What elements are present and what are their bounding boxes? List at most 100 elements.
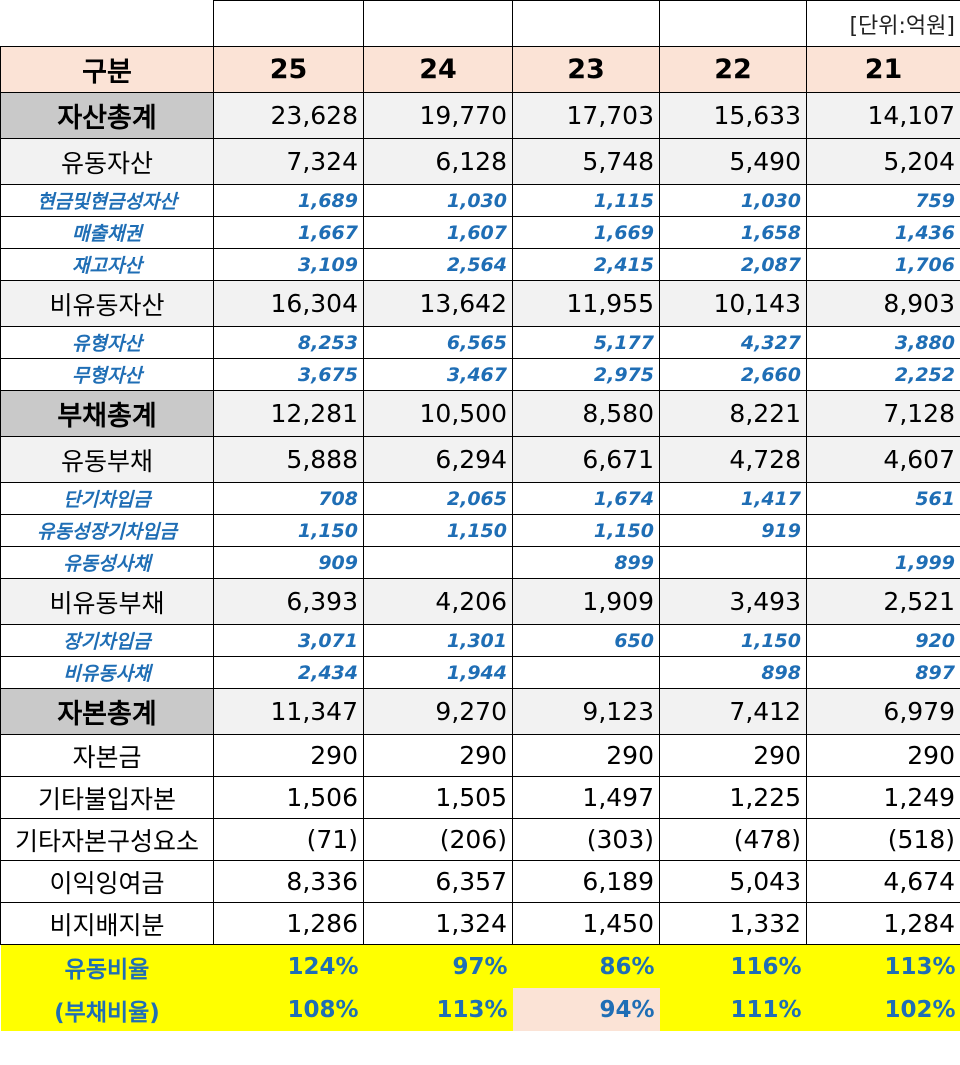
table-row: 비유동사채 2,434 1,944 898 897 — [0, 656, 960, 689]
value-cell: (478) — [659, 818, 807, 861]
value-cell: 3,109 — [213, 248, 364, 281]
value-cell: 1,286 — [213, 902, 364, 945]
value-cell: 8,580 — [512, 390, 660, 437]
row-label: 자본금 — [0, 734, 214, 777]
value-cell: 5,888 — [213, 436, 364, 483]
value-cell — [806, 514, 960, 547]
value-cell: 108% — [213, 988, 364, 1031]
row-label: 기타자본구성요소 — [0, 818, 214, 861]
value-cell: 898 — [659, 656, 807, 689]
value-cell: 1,667 — [213, 216, 364, 249]
value-cell: 11,347 — [213, 688, 364, 735]
row-label: 자본총계 — [0, 688, 214, 735]
value-cell: 1,417 — [659, 482, 807, 515]
value-cell: 5,748 — [512, 138, 660, 185]
blank-cell — [0, 0, 214, 47]
value-cell: 1,249 — [806, 776, 960, 819]
value-cell: 1,115 — [512, 184, 660, 217]
value-cell: 116% — [659, 944, 807, 988]
value-cell: 97% — [363, 944, 513, 988]
row-label: 유동성사채 — [0, 546, 214, 579]
blank-cell — [512, 0, 660, 47]
value-cell: 6,294 — [363, 436, 513, 483]
value-cell: 920 — [806, 624, 960, 657]
value-cell: 23,628 — [213, 92, 364, 139]
value-cell: 1,999 — [806, 546, 960, 579]
header-row: 구분 25 24 23 22 21 — [0, 46, 960, 93]
row-label: 유형자산 — [0, 326, 214, 359]
value-cell: 1,706 — [806, 248, 960, 281]
value-cell: 1,150 — [363, 514, 513, 547]
value-cell: 909 — [213, 546, 364, 579]
value-cell: 1,658 — [659, 216, 807, 249]
value-cell: 2,660 — [659, 358, 807, 391]
value-cell: 9,123 — [512, 688, 660, 735]
value-cell: 4,674 — [806, 860, 960, 903]
value-cell: 3,493 — [659, 578, 807, 625]
row-label: (부채비율) — [0, 988, 214, 1031]
value-cell: 1,030 — [659, 184, 807, 217]
value-cell: 290 — [363, 734, 513, 777]
value-cell: 290 — [213, 734, 364, 777]
table-row: 단기차입금 708 2,065 1,674 1,417 561 — [0, 482, 960, 515]
value-cell: 6,671 — [512, 436, 660, 483]
value-cell: 9,270 — [363, 688, 513, 735]
row-label: 유동부채 — [0, 436, 214, 483]
value-cell: (518) — [806, 818, 960, 861]
value-cell: 1,150 — [512, 514, 660, 547]
table-row: 유형자산 8,253 6,565 5,177 4,327 3,880 — [0, 326, 960, 359]
value-cell: 3,071 — [213, 624, 364, 657]
table-row: 자본총계 11,347 9,270 9,123 7,412 6,979 — [0, 688, 960, 735]
table-row: 기타자본구성요소 (71) (206) (303) (478) (518) — [0, 818, 960, 861]
table-row: 유동부채 5,888 6,294 6,671 4,728 4,607 — [0, 436, 960, 483]
value-cell: 7,412 — [659, 688, 807, 735]
value-cell: 4,728 — [659, 436, 807, 483]
table-row: 유동성사채 909 899 1,999 — [0, 546, 960, 579]
table-row: 현금및현금성자산 1,689 1,030 1,115 1,030 759 — [0, 184, 960, 217]
value-cell: 1,607 — [363, 216, 513, 249]
row-label: 유동비율 — [0, 944, 214, 988]
value-cell: 561 — [806, 482, 960, 515]
table-row: 부채총계 12,281 10,500 8,580 8,221 7,128 — [0, 390, 960, 437]
row-label: 이익잉여금 — [0, 860, 214, 903]
row-label: 재고자산 — [0, 248, 214, 281]
value-cell: 15,633 — [659, 92, 807, 139]
value-cell: 1,436 — [806, 216, 960, 249]
table-row: 유동비율 124% 97% 86% 116% 113% — [0, 944, 960, 988]
value-cell: 1,505 — [363, 776, 513, 819]
row-label: 부채총계 — [0, 390, 214, 437]
value-cell: 1,944 — [363, 656, 513, 689]
table-row: 자본금 290 290 290 290 290 — [0, 734, 960, 777]
value-cell: 111% — [659, 988, 807, 1031]
value-cell: 5,490 — [659, 138, 807, 185]
value-cell: (206) — [363, 818, 513, 861]
value-cell: 86% — [512, 944, 660, 988]
value-cell: 2,564 — [363, 248, 513, 281]
header-label: 구분 — [0, 46, 214, 93]
value-cell: 13,642 — [363, 280, 513, 327]
value-cell: 1,674 — [512, 482, 660, 515]
value-cell: 94% — [512, 988, 660, 1031]
value-cell: 1,497 — [512, 776, 660, 819]
value-cell: 1,669 — [512, 216, 660, 249]
table-row: 비지배지분 1,286 1,324 1,450 1,332 1,284 — [0, 902, 960, 945]
value-cell: 102% — [806, 988, 960, 1031]
value-cell: 759 — [806, 184, 960, 217]
value-cell: 897 — [806, 656, 960, 689]
value-cell: 290 — [806, 734, 960, 777]
row-label: 비지배지분 — [0, 902, 214, 945]
year-header: 22 — [659, 46, 807, 93]
value-cell: 5,043 — [659, 860, 807, 903]
value-cell: 6,979 — [806, 688, 960, 735]
value-cell — [659, 546, 807, 579]
value-cell: 8,903 — [806, 280, 960, 327]
value-cell: 113% — [363, 988, 513, 1031]
value-cell: 2,434 — [213, 656, 364, 689]
value-cell: 6,189 — [512, 860, 660, 903]
table-row: 유동자산 7,324 6,128 5,748 5,490 5,204 — [0, 138, 960, 185]
value-cell: 6,393 — [213, 578, 364, 625]
row-label: 유동성장기차입금 — [0, 514, 214, 547]
table-row: 비유동자산 16,304 13,642 11,955 10,143 8,903 — [0, 280, 960, 327]
value-cell: 2,252 — [806, 358, 960, 391]
value-cell: 16,304 — [213, 280, 364, 327]
